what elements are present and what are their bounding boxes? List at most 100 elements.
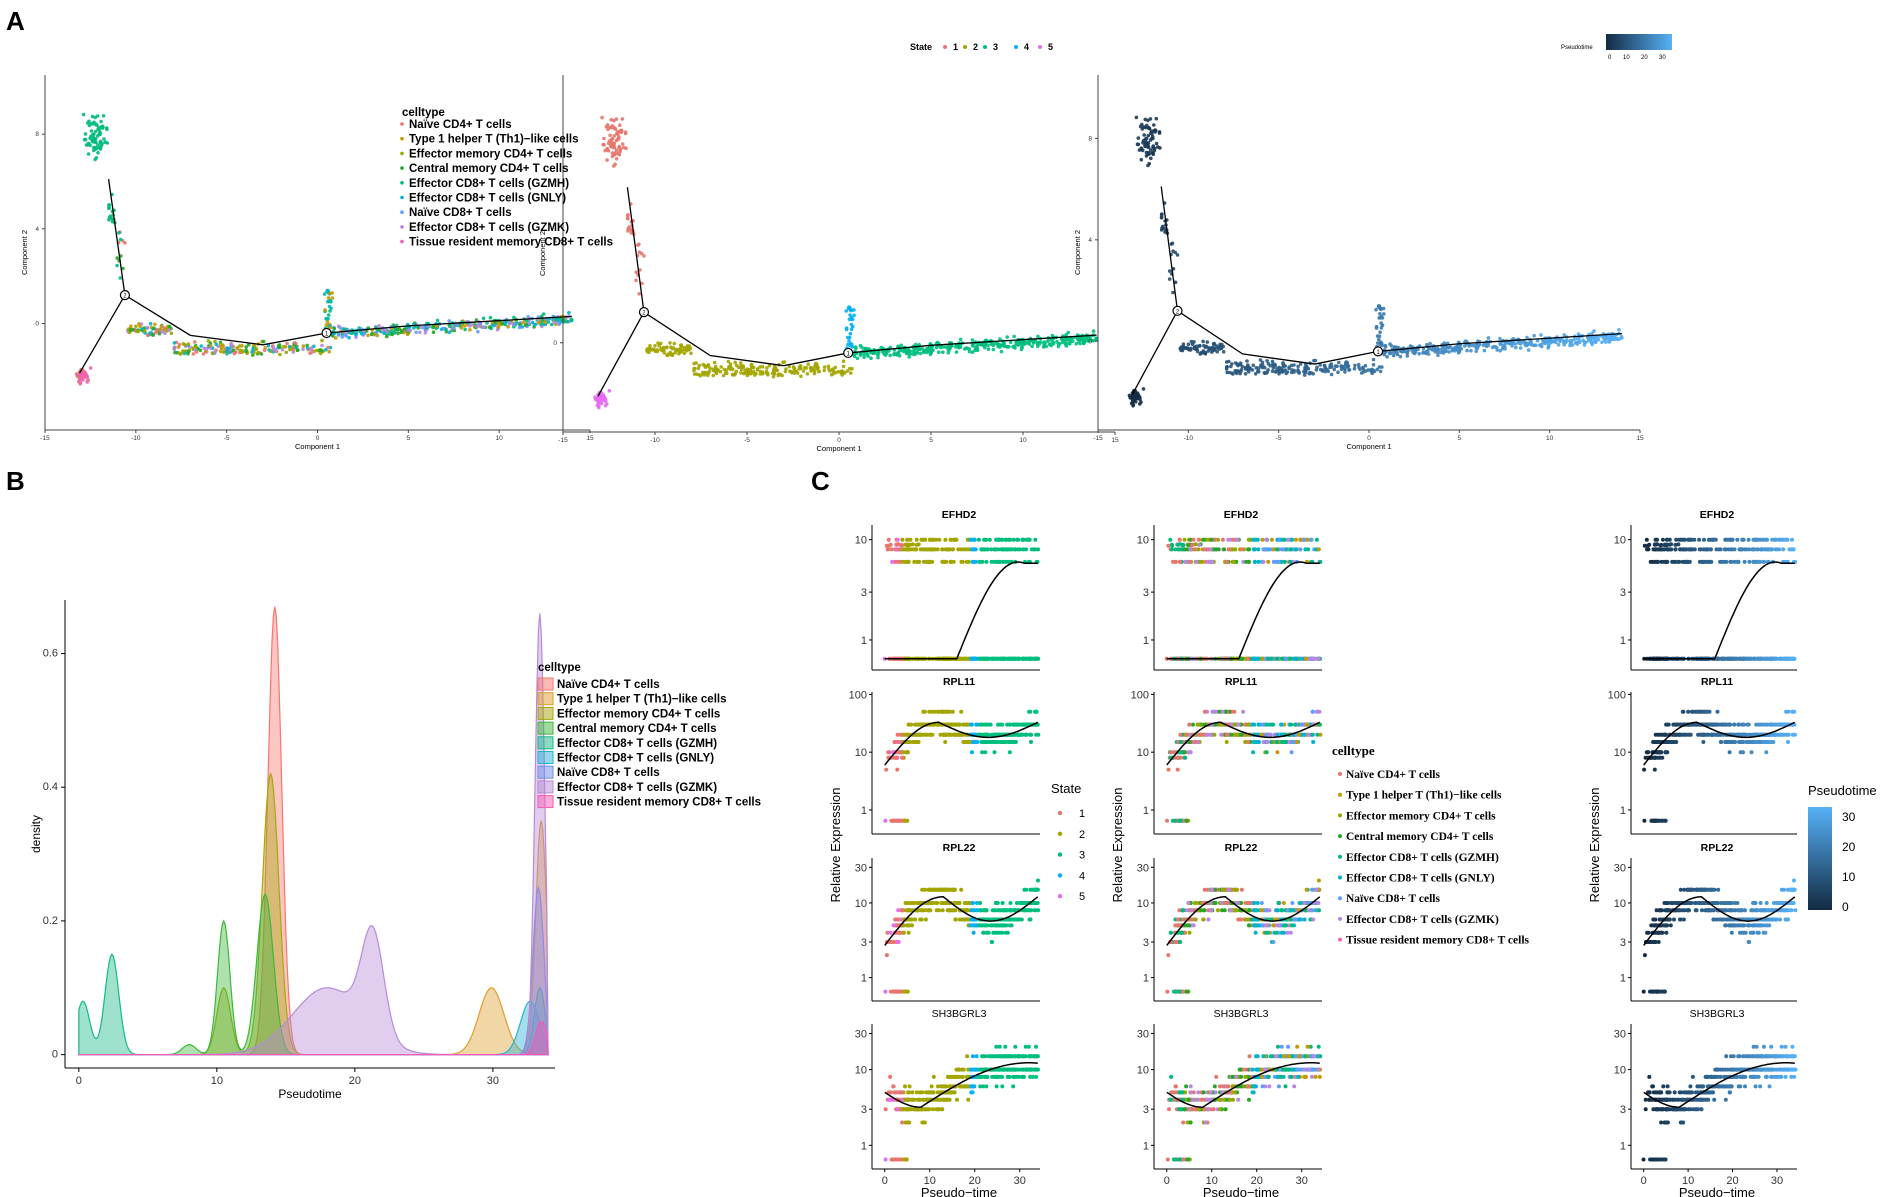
expression-point xyxy=(932,709,937,714)
expression-point xyxy=(895,537,900,542)
cell-point xyxy=(1238,361,1243,366)
cell-point xyxy=(521,320,526,325)
cell-point xyxy=(1302,369,1306,374)
cell-point xyxy=(382,331,387,336)
expression-point xyxy=(1001,1054,1006,1059)
cell-point xyxy=(78,378,82,382)
expression-point xyxy=(1314,537,1319,542)
expression-point xyxy=(1034,901,1039,905)
cell-point xyxy=(1385,354,1389,359)
cell-point xyxy=(1153,128,1158,132)
cell-point xyxy=(1568,343,1572,348)
cell-point xyxy=(1260,365,1265,370)
expression-point xyxy=(993,908,997,913)
expression-point xyxy=(970,901,975,905)
expression-point xyxy=(1220,537,1225,542)
expression-point xyxy=(1023,732,1028,737)
cell-point xyxy=(697,363,702,368)
cell-point xyxy=(213,350,217,354)
cell-point xyxy=(1446,346,1451,350)
expression-point xyxy=(1029,1067,1034,1072)
expression-point xyxy=(1268,547,1273,552)
expression-point xyxy=(1275,547,1280,552)
cell-point xyxy=(1377,334,1382,339)
cell-point xyxy=(855,356,860,361)
expression-point xyxy=(946,709,951,714)
expression-point xyxy=(896,559,901,564)
cell-point xyxy=(136,329,140,334)
cell-point xyxy=(251,353,255,357)
expression-point xyxy=(960,559,965,564)
expression-point xyxy=(943,740,948,744)
expression-point xyxy=(913,917,918,922)
expression-point xyxy=(1183,547,1188,552)
cell-point xyxy=(1203,351,1208,356)
cell-point xyxy=(1444,349,1448,353)
cell-point xyxy=(1140,122,1144,127)
expression-point xyxy=(1291,656,1296,661)
expression-point xyxy=(1000,537,1005,542)
cell-point xyxy=(244,345,248,349)
expression-point xyxy=(1012,917,1017,922)
cell-point xyxy=(448,324,453,329)
cell-point xyxy=(1337,360,1341,365)
cell-point xyxy=(95,114,100,118)
cell-point xyxy=(942,345,946,349)
cell-point xyxy=(618,123,622,127)
cell-point xyxy=(1135,396,1140,401)
cell-point xyxy=(231,348,236,353)
expression-point xyxy=(1033,709,1037,714)
cell-point xyxy=(1292,363,1296,367)
expression-point xyxy=(1000,901,1005,905)
cell-point xyxy=(1370,371,1374,376)
expression-point xyxy=(956,1067,961,1072)
expression-point xyxy=(926,1090,931,1095)
cell-point xyxy=(322,292,327,296)
cell-point xyxy=(1347,368,1352,372)
cell-point xyxy=(1144,144,1149,149)
cell-point xyxy=(266,343,271,348)
expression-point xyxy=(899,908,904,913)
expression-point xyxy=(922,887,927,892)
cell-point xyxy=(1401,349,1405,354)
expression-point xyxy=(993,547,998,552)
cell-point xyxy=(481,325,486,330)
expression-point xyxy=(973,656,978,661)
cell-point xyxy=(115,256,119,260)
expression-point xyxy=(985,547,990,552)
cell-point xyxy=(679,343,683,348)
cell-point xyxy=(540,318,545,323)
expression-point xyxy=(1029,740,1033,744)
expression-point xyxy=(930,547,935,552)
cell-point xyxy=(1136,136,1141,140)
expression-point xyxy=(929,901,934,905)
expression-point xyxy=(939,709,944,714)
cell-point xyxy=(597,405,601,410)
cell-point xyxy=(849,322,854,327)
expression-point xyxy=(1009,908,1014,913)
expression-point xyxy=(964,740,968,744)
cell-point xyxy=(1305,366,1310,371)
cell-point xyxy=(614,148,619,153)
cell-point xyxy=(229,341,233,346)
expression-point xyxy=(926,547,931,552)
expression-point xyxy=(900,755,905,760)
cell-point xyxy=(1167,277,1172,281)
expression-point xyxy=(1260,656,1265,661)
cell-point xyxy=(1074,342,1078,346)
cell-point xyxy=(377,324,381,328)
cell-point xyxy=(1380,316,1385,320)
expression-point xyxy=(1279,547,1284,552)
cell-point xyxy=(1064,333,1068,337)
cell-point xyxy=(94,156,99,160)
expression-point xyxy=(1034,656,1038,661)
expression-point xyxy=(988,923,993,928)
expression-point xyxy=(969,908,974,913)
expression-point xyxy=(897,750,902,755)
cell-point xyxy=(814,361,818,366)
cell-point xyxy=(81,112,86,117)
cell-point xyxy=(97,125,101,130)
cell-point xyxy=(1154,141,1159,146)
cell-point xyxy=(1313,358,1318,363)
cell-point xyxy=(657,343,661,348)
